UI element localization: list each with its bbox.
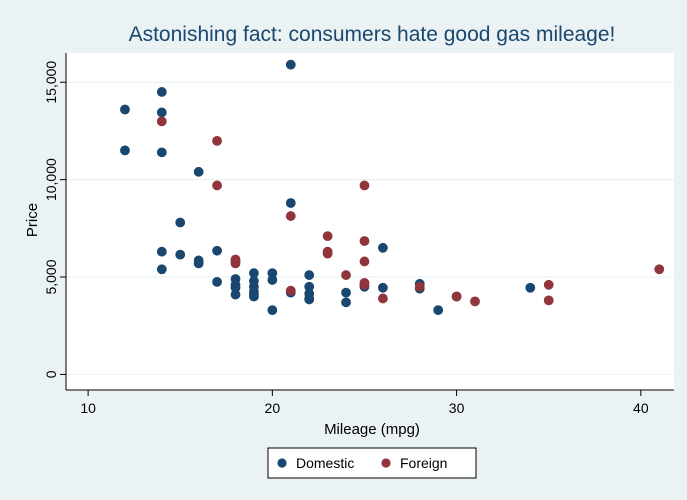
data-point-foreign <box>359 180 370 191</box>
data-point-foreign <box>654 264 665 275</box>
data-point-domestic <box>267 305 278 316</box>
data-points <box>120 59 665 316</box>
data-point-domestic <box>525 282 536 293</box>
data-point-domestic <box>156 246 167 257</box>
data-point-foreign <box>470 296 480 307</box>
data-point-foreign <box>451 291 462 302</box>
data-point-foreign <box>359 256 370 267</box>
data-point-domestic <box>249 291 259 302</box>
legend-marker-domestic <box>277 458 287 468</box>
data-point-foreign <box>543 279 554 290</box>
data-point-domestic <box>285 59 296 70</box>
legend-marker-foreign <box>381 458 391 468</box>
data-point-foreign <box>359 236 370 246</box>
axes: 0 5,000 10,000 15,000 10 20 30 40 <box>43 53 674 416</box>
data-point-domestic <box>175 217 186 228</box>
data-point-domestic <box>377 242 388 253</box>
data-point-domestic <box>156 264 167 275</box>
y-axis-title: Price <box>24 203 41 237</box>
data-point-domestic <box>433 305 444 316</box>
legend: Domestic Foreign <box>267 447 477 479</box>
x-axis-title: Mileage (mpg) <box>324 421 420 438</box>
data-point-foreign <box>359 279 370 290</box>
data-point-domestic <box>230 289 241 300</box>
data-point-domestic <box>193 258 204 269</box>
data-point-domestic <box>304 270 315 280</box>
y-tick-label: 10,000 <box>43 158 59 201</box>
data-point-foreign <box>414 281 425 292</box>
data-point-domestic <box>156 107 167 118</box>
data-point-foreign <box>341 270 351 280</box>
data-point-domestic <box>341 287 351 298</box>
data-point-domestic <box>212 276 222 287</box>
data-point-foreign <box>212 135 222 146</box>
data-point-foreign <box>377 293 388 304</box>
data-point-domestic <box>267 275 278 285</box>
data-point-foreign <box>285 211 296 221</box>
chart-title: Astonishing fact: consumers hate good ga… <box>129 23 616 46</box>
y-tick-label: 0 <box>43 370 59 378</box>
data-point-foreign <box>212 180 222 191</box>
legend-label-foreign: Foreign <box>400 455 447 471</box>
data-point-domestic <box>377 282 388 293</box>
gridlines <box>66 81 674 376</box>
x-tick-label: 20 <box>265 400 281 416</box>
y-tick-label: 5,000 <box>43 259 59 294</box>
data-point-domestic <box>156 87 167 97</box>
data-point-domestic <box>304 294 315 305</box>
plot-background <box>66 53 674 390</box>
data-point-foreign <box>230 258 241 269</box>
data-point-foreign <box>322 248 333 259</box>
legend-box <box>267 447 477 479</box>
x-tick-label: 30 <box>449 400 465 416</box>
data-point-domestic <box>212 245 222 256</box>
data-point-foreign <box>543 295 554 306</box>
data-point-domestic <box>120 145 130 156</box>
x-tick-label: 10 <box>80 400 96 416</box>
data-point-domestic <box>120 104 130 115</box>
data-point-foreign <box>285 285 296 296</box>
data-point-foreign <box>156 116 167 127</box>
data-point-domestic <box>175 249 186 260</box>
data-point-domestic <box>341 297 351 308</box>
data-point-foreign <box>322 231 333 242</box>
data-point-domestic <box>193 166 204 177</box>
y-tick-label: 15,000 <box>43 61 59 104</box>
data-point-domestic <box>156 147 167 158</box>
data-point-domestic <box>285 198 296 208</box>
x-tick-label: 40 <box>633 400 649 416</box>
legend-label-domestic: Domestic <box>296 455 354 471</box>
